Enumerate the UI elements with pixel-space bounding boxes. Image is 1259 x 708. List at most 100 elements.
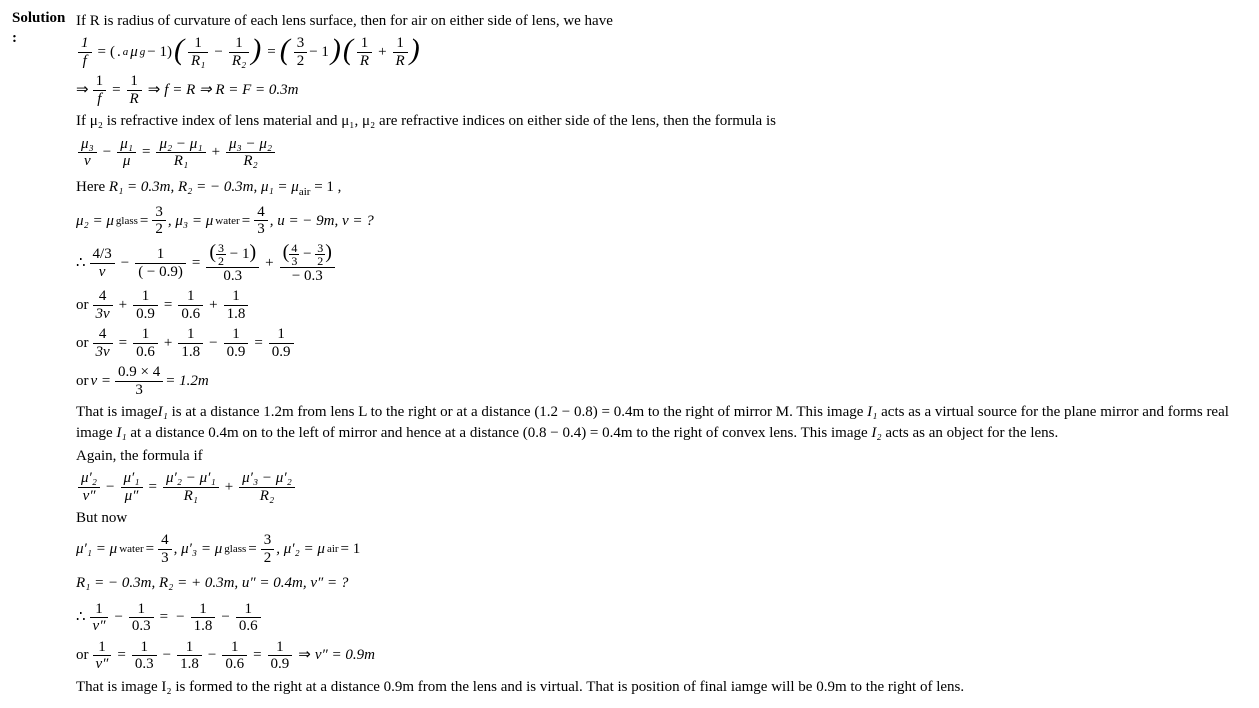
bn-mu2: , μ′₂ = μ [276, 539, 325, 559]
minus4: − [209, 333, 217, 353]
e10res: v″ = 0.9m [315, 645, 375, 665]
minus6: − [114, 607, 122, 627]
eq-sign3: = [112, 80, 120, 100]
minus10: − [208, 645, 216, 665]
midd: 2 [294, 53, 308, 70]
midn: 3 [294, 35, 308, 53]
plus: + [378, 42, 386, 62]
t1d: R₁ [188, 53, 208, 70]
bn-mu3a: , μ′₃ = μ [174, 539, 223, 559]
eq-sign10: = [160, 607, 168, 627]
plus2: + [212, 142, 220, 162]
minus1: − 1 [309, 42, 329, 62]
p-c: to the right of mirror M. This image [644, 404, 867, 420]
p-a: That is image [76, 404, 158, 420]
e5ad: 3v [93, 306, 113, 323]
rn2: 1 [393, 35, 408, 53]
minus: − [214, 42, 222, 62]
e3t2n: μ₁ [117, 136, 136, 154]
e9cn: 1 [191, 601, 216, 619]
e5an: 4 [93, 288, 113, 306]
t2n: 1 [229, 35, 249, 53]
equation-5: or 43v + 10.9 = 10.6 + 11.8 [76, 288, 1247, 322]
e6bd: 0.6 [133, 344, 158, 361]
bn3: 3 [158, 550, 172, 567]
t1n: 1 [188, 35, 208, 53]
equation-6: or 43v = 10.6 + 11.8 − 10.9 = 10.9 [76, 326, 1247, 360]
sf2c: 3 [315, 242, 325, 255]
final-text: That is image I₂ is formed to the right … [76, 677, 1247, 697]
eq-sign11: = [117, 645, 125, 665]
p-c1: (1.2 − 0.8) = 0.4m [534, 404, 644, 420]
intro-text: If R is radius of curvature of each lens… [76, 11, 1247, 31]
e2bd: R [127, 91, 142, 108]
e10ad: v″ [93, 656, 112, 673]
e10dd: 0.6 [222, 656, 247, 673]
plus5: + [209, 295, 217, 315]
or4: or [76, 645, 89, 665]
arrow2: ⇒ [148, 80, 161, 100]
e6cd: 1.8 [178, 344, 203, 361]
e9cd: 1.8 [191, 618, 216, 635]
e5cd: 0.6 [178, 306, 203, 323]
e8t2d: μ″ [121, 488, 143, 505]
eq-sign12: = [253, 645, 261, 665]
hv3: 3 [152, 204, 166, 222]
e6ad: 3v [93, 344, 113, 361]
e9bn: 1 [129, 601, 154, 619]
here-values-1: Here R₁ = 0.3m, R₂ = − 0.3m, μ₁ = μair =… [76, 177, 341, 197]
or3: or [76, 371, 89, 391]
arrow3: ⇒ [298, 645, 311, 665]
e7n: 0.9 × 4 [115, 364, 163, 382]
mu3b: = [242, 211, 250, 231]
minus5: − [106, 477, 114, 497]
butnow-values-2: R₁ = − 0.3m, R₂ = + 0.3m, u″ = 0.4m, v″ … [76, 573, 348, 593]
e8t2n: μ′₁ [121, 470, 143, 488]
eq-sign6: = [164, 295, 172, 315]
p-i1b: I₁ [867, 404, 877, 420]
e2ad: f [93, 91, 107, 108]
e3t1n: μ₃ [78, 136, 97, 154]
solution-label: Solution [12, 10, 65, 26]
e9dd: 0.6 [236, 618, 261, 635]
hv4: 4 [254, 204, 268, 222]
colon-label: : [12, 30, 17, 46]
eq-sign2: = [267, 42, 275, 62]
e8t4d: R₂ [239, 488, 295, 505]
e5cn: 1 [178, 288, 203, 306]
if-mu2-text: If μ₂ is refractive index of lens materi… [76, 111, 1247, 131]
e6dd: 0.9 [224, 344, 249, 361]
e10ed: 0.9 [268, 656, 293, 673]
e9an: 1 [90, 601, 109, 619]
rd1: R [357, 53, 372, 70]
equation-3: μ₃v − μ₁μ = μ₂ − μ₁R₁ + μ₃ − μ₂R₂ [76, 136, 1247, 170]
equation-9: ∴ 1v″ − 10.3 = − 11.8 − 10.6 [76, 601, 1247, 635]
or2: or [76, 333, 89, 353]
solution-block: Solution : If R is radius of curvature o… [12, 8, 1247, 700]
bn4: 4 [158, 532, 172, 550]
e4d1: v [90, 264, 115, 281]
sf2d: 2 [315, 255, 325, 267]
eq1-lhs-num: 1 [78, 35, 92, 53]
e6en: 1 [269, 326, 294, 344]
minus2: − [103, 142, 111, 162]
e10en: 1 [268, 639, 293, 657]
eq-sign7: = [119, 333, 127, 353]
e6ed: 0.9 [269, 344, 294, 361]
e2bn: 1 [127, 73, 142, 91]
e6an: 4 [93, 326, 113, 344]
e5dn: 1 [224, 288, 249, 306]
minus7: − [176, 607, 184, 627]
e10bn: 1 [132, 639, 157, 657]
here-values-2: μ₂ = μglass = 32 , μ₃ = μwater = 43 , u … [76, 204, 1247, 238]
e9ad: v″ [90, 618, 109, 635]
e8t1n: μ′₂ [78, 470, 100, 488]
equation-7: or v = 0.9 × 43 = 1.2m [76, 364, 1247, 398]
equation-2: ⇒ 1f = 1R ⇒ f = R ⇒ R = F = 0.3m [76, 73, 1247, 107]
bn-mu1b: = [146, 539, 154, 559]
p-g: acts as an object for the lens. [882, 425, 1059, 441]
mu: μ [130, 42, 138, 62]
bn32: 3 [261, 532, 275, 550]
bn-mu1a: μ′₁ = μ [76, 539, 117, 559]
p-i2: I₂ [871, 425, 881, 441]
